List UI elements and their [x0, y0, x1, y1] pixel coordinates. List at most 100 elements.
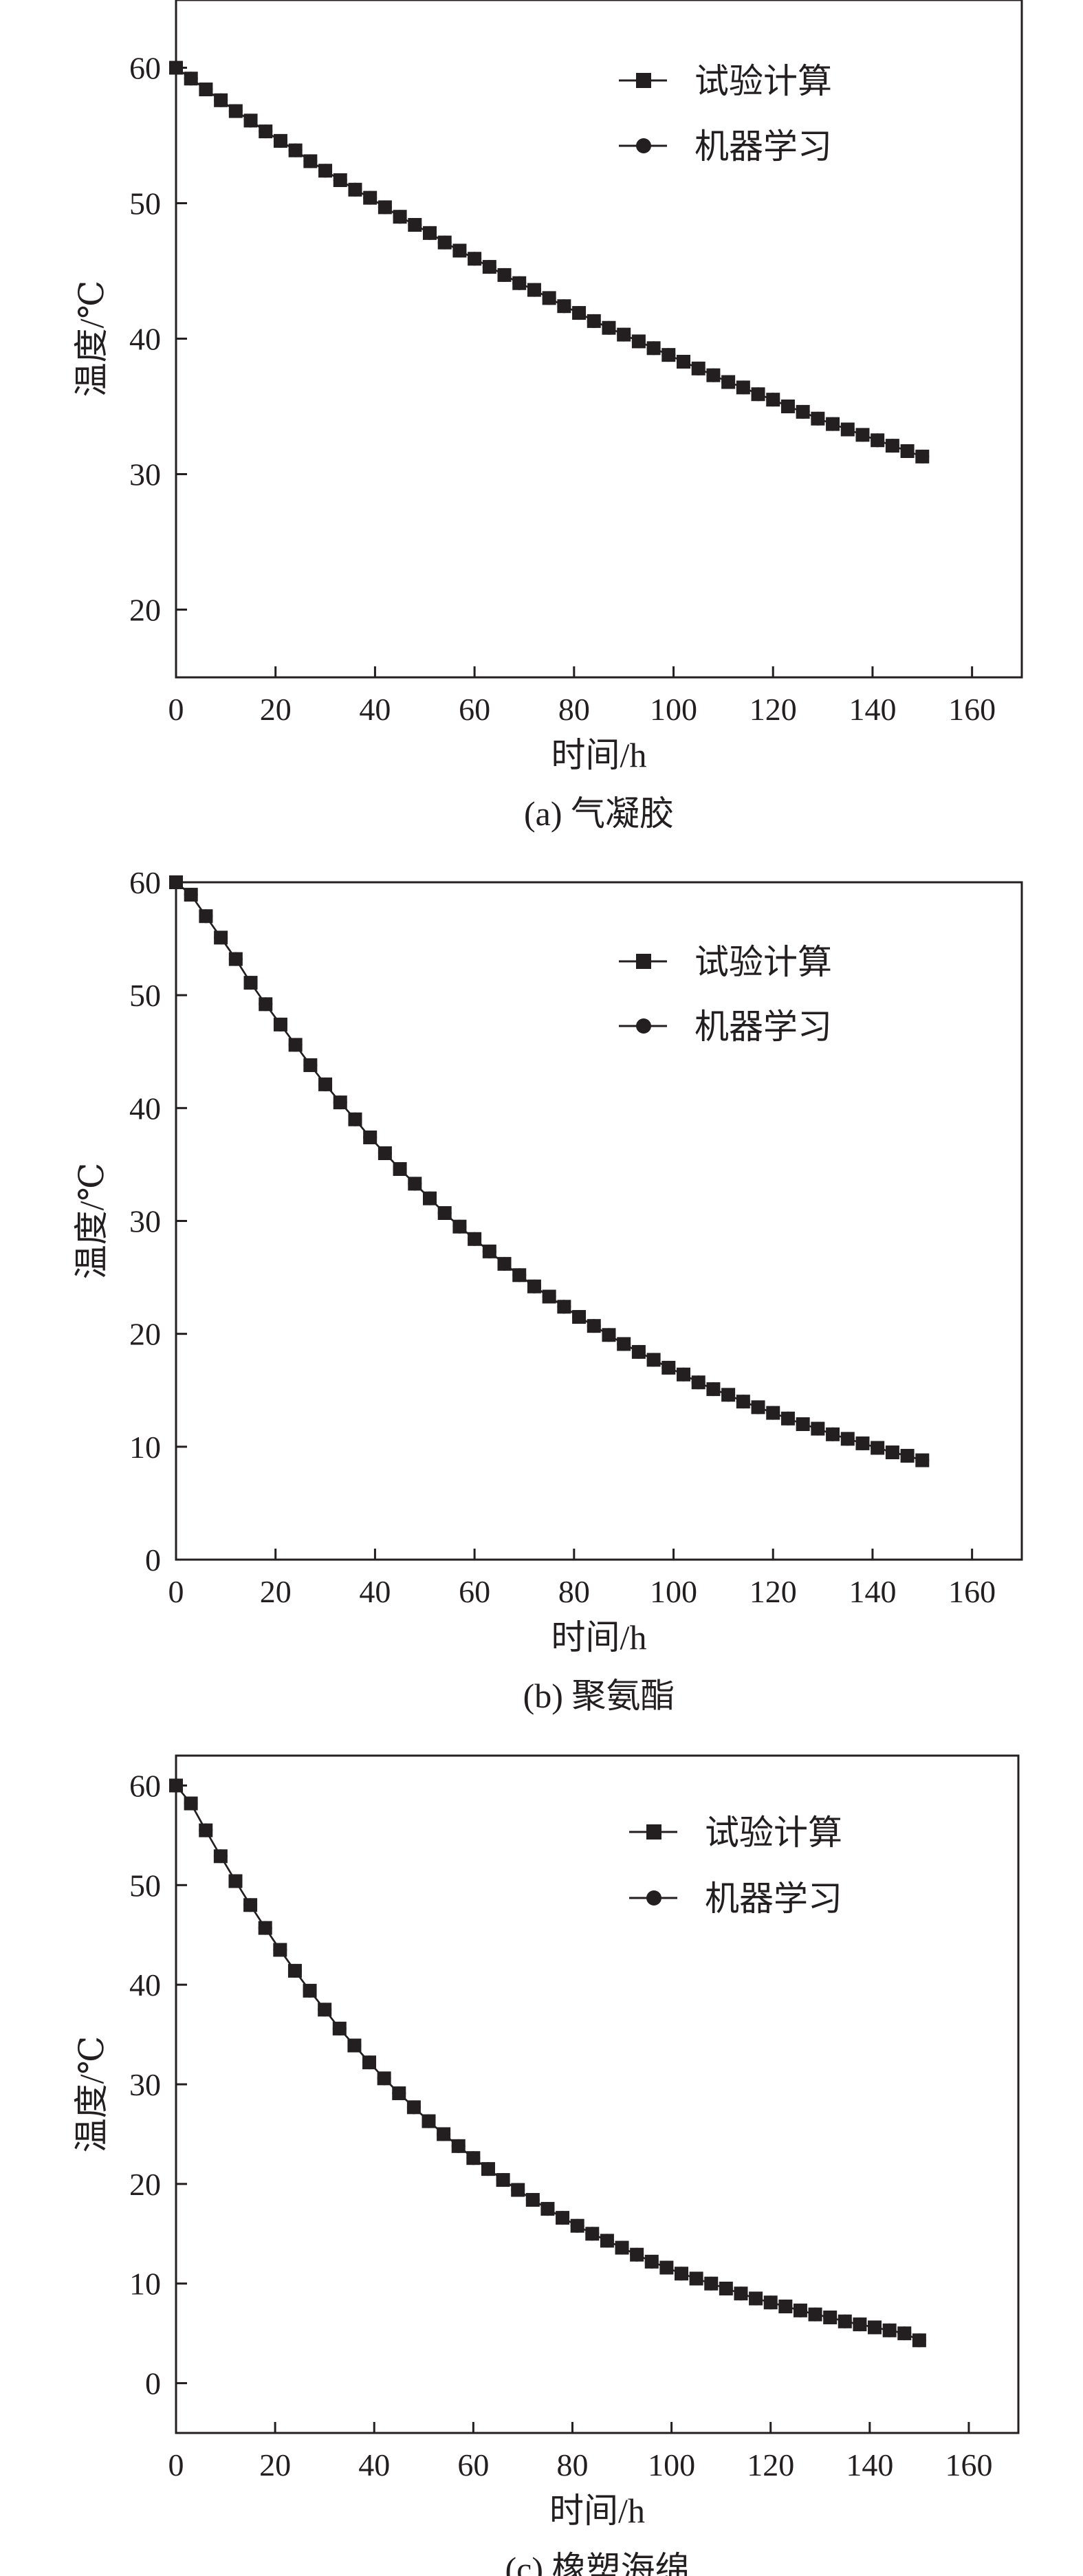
data-point-circle	[617, 1337, 631, 1351]
data-point-circle	[318, 1077, 333, 1091]
data-point-circle	[602, 320, 616, 335]
x-tick-label: 120	[747, 2447, 794, 2482]
legend-label: 机器学习	[705, 1879, 842, 1918]
x-tick-label: 80	[558, 692, 590, 727]
y-tick-label: 50	[129, 1868, 161, 1903]
x-tick-label: 160	[948, 1574, 996, 1609]
data-point-circle	[826, 1427, 840, 1441]
data-point-circle	[631, 1344, 646, 1359]
data-point-circle	[199, 83, 213, 97]
data-point-circle	[811, 411, 825, 426]
data-point-circle	[303, 1058, 318, 1072]
data-point-circle	[527, 283, 541, 297]
data-point-circle	[273, 133, 287, 148]
data-point-circle	[882, 2323, 897, 2337]
data-point-circle	[287, 1963, 302, 1978]
data-point-circle	[780, 400, 795, 413]
plot-frame	[175, 1754, 1020, 2434]
data-point-circle	[793, 2303, 807, 2317]
data-point-circle	[333, 173, 347, 188]
data-point-circle	[736, 1395, 750, 1409]
data-point-circle	[482, 1244, 496, 1258]
data-point-circle	[587, 1319, 601, 1333]
data-point-circle	[288, 143, 303, 157]
data-point-circle	[556, 2211, 570, 2225]
data-point-circle	[572, 306, 587, 320]
data-point-circle	[900, 1448, 915, 1463]
data-point-circle	[378, 1146, 392, 1160]
data-point-circle	[303, 1983, 317, 1998]
series-line-1	[175, 1784, 920, 2342]
data-point-circle	[468, 252, 482, 266]
data-point-circle	[423, 226, 437, 240]
y-tick-label: 60	[129, 865, 161, 900]
data-point-circle	[482, 260, 496, 274]
x-tick-label: 20	[260, 692, 292, 727]
data-point-circle	[542, 1289, 556, 1304]
data-point-circle	[915, 1453, 930, 1467]
data-point-circle	[318, 2002, 332, 2017]
y-tick-label: 20	[129, 1317, 161, 1352]
data-point-circle	[572, 1310, 587, 1324]
data-point-circle	[184, 888, 198, 902]
y-tick-label: 20	[129, 2167, 161, 2202]
x-tick-label: 100	[650, 692, 697, 727]
y-axis-title: 温度/℃	[72, 1163, 111, 1280]
legend-marker-circle	[636, 1018, 651, 1034]
y-tick-label: 60	[129, 51, 161, 86]
data-point-circle	[423, 1191, 437, 1205]
chart-panel-b: 0 20 40 60 80 100 120 140 160 0 10 20 30 40 50 60 时间/h 温度…	[72, 865, 1023, 1715]
y-tick-label: 20	[129, 593, 161, 628]
series-line-2	[175, 1784, 920, 2342]
data-point-circle	[259, 124, 273, 139]
data-point-circle	[677, 1367, 690, 1382]
data-point-circle	[840, 1432, 855, 1446]
data-point-circle	[303, 154, 318, 168]
data-point-circle	[617, 327, 631, 342]
data-point-circle	[749, 2291, 763, 2306]
x-tick-label: 160	[945, 2447, 992, 2482]
x-tick-label: 60	[457, 2447, 489, 2482]
data-point-circle	[855, 1436, 870, 1450]
data-point-circle	[214, 93, 228, 107]
x-tick-label: 140	[846, 2447, 893, 2482]
data-point-circle	[243, 976, 258, 990]
data-point-circle	[900, 444, 915, 459]
y-tick-label: 40	[129, 1967, 161, 2002]
x-tick-label: 40	[358, 2447, 390, 2482]
x-tick-label: 120	[750, 1574, 797, 1609]
legend-label: 机器学习	[694, 127, 832, 166]
x-tick-label: 40	[359, 692, 391, 727]
x-tick-label: 40	[359, 1574, 391, 1609]
data-point-circle	[751, 387, 765, 402]
x-tick-label: 100	[648, 2447, 695, 2482]
data-point-circle	[347, 2038, 362, 2053]
data-point-circle	[855, 428, 870, 442]
data-point-circle	[853, 2317, 867, 2332]
data-point-circle	[796, 404, 810, 419]
data-point-circle	[542, 291, 556, 305]
data-point-circle	[333, 1095, 347, 1110]
x-tick-label: 140	[849, 692, 896, 727]
data-point-circle	[557, 1300, 571, 1314]
data-point-circle	[871, 1441, 885, 1455]
data-point-circle	[243, 1898, 258, 1912]
x-tick-label: 0	[168, 1574, 184, 1609]
data-point-circle	[288, 1038, 303, 1052]
data-point-circle	[184, 72, 198, 86]
legend-label: 机器学习	[694, 1007, 832, 1046]
data-point-circle	[169, 875, 183, 889]
data-point-circle	[630, 2247, 644, 2262]
x-tick-label: 80	[556, 2447, 588, 2482]
data-point-circle	[691, 1375, 705, 1390]
x-tick-label: 60	[459, 1574, 490, 1609]
data-point-circle	[437, 1206, 452, 1221]
data-point-circle	[199, 1823, 213, 1837]
data-point-circle	[348, 1112, 362, 1126]
data-point-circle	[497, 268, 512, 282]
data-point-circle	[823, 2310, 838, 2324]
data-point-circle	[871, 433, 885, 448]
series-line-2	[175, 67, 923, 458]
